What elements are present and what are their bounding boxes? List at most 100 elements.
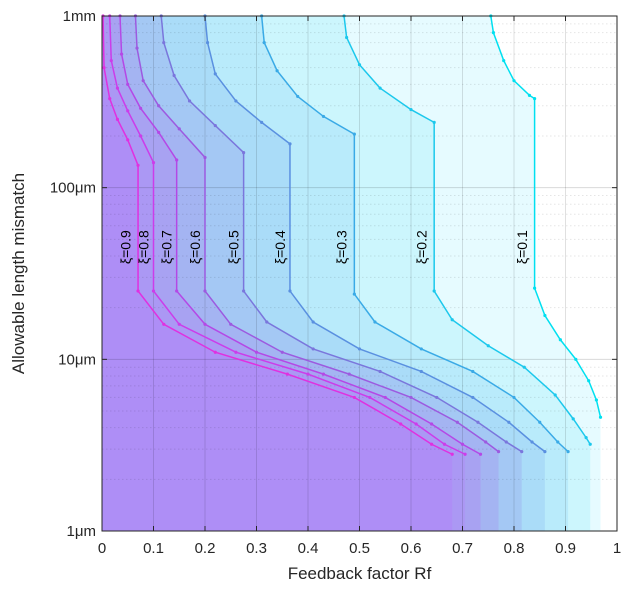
data-point bbox=[430, 422, 434, 426]
y-tick-label: 100μm bbox=[50, 180, 96, 197]
series-lines bbox=[101, 14, 603, 456]
y-tick-label: 10μm bbox=[58, 351, 96, 368]
data-point bbox=[574, 357, 578, 361]
data-point bbox=[151, 160, 156, 165]
fill-regions bbox=[102, 16, 617, 531]
data-point bbox=[213, 72, 217, 76]
data-point bbox=[533, 97, 537, 101]
series-label: ξ=0.6 bbox=[187, 230, 203, 264]
data-point bbox=[311, 347, 315, 351]
data-point bbox=[502, 58, 506, 63]
x-tick-label: 0.4 bbox=[298, 540, 319, 557]
data-point bbox=[491, 31, 495, 35]
series-labels: ξ=0.9 ξ=0.8 ξ=0.7 ξ=0.6 ξ=0.5 ξ=0.4 ξ=0.3 ξ=0.2… bbox=[117, 230, 530, 264]
x-tick-label: 0.2 bbox=[195, 540, 216, 557]
data-point bbox=[262, 40, 266, 45]
data-point bbox=[471, 395, 475, 400]
data-point bbox=[588, 442, 592, 446]
x-tick-label: 0.8 bbox=[504, 540, 525, 557]
y-tick-label: 1mm bbox=[63, 8, 96, 25]
series-label: ξ=0.4 bbox=[272, 230, 288, 264]
data-point bbox=[496, 450, 501, 454]
series-label: ξ=0.2 bbox=[413, 230, 429, 264]
data-point bbox=[102, 66, 106, 70]
data-point bbox=[530, 440, 534, 444]
data-point bbox=[242, 289, 246, 293]
data-point bbox=[265, 320, 269, 324]
data-point bbox=[203, 289, 207, 293]
data-point bbox=[558, 338, 562, 342]
y-axis-label: Allowable length mismatch bbox=[9, 173, 28, 374]
x-tick-label: 0.5 bbox=[349, 540, 370, 557]
data-point bbox=[512, 79, 516, 83]
data-point bbox=[187, 99, 192, 103]
data-point bbox=[368, 395, 372, 400]
data-point bbox=[177, 127, 181, 131]
data-point bbox=[553, 393, 557, 397]
data-point bbox=[409, 107, 413, 112]
data-point bbox=[571, 417, 575, 421]
data-point bbox=[352, 292, 356, 296]
series-label: ξ=0.5 bbox=[225, 230, 241, 264]
data-point bbox=[543, 450, 547, 454]
data-point bbox=[419, 369, 423, 374]
data-point bbox=[486, 344, 490, 348]
series-line-7 bbox=[119, 15, 481, 455]
data-point bbox=[321, 372, 326, 376]
y-tick-label: 1μm bbox=[67, 523, 96, 540]
data-point bbox=[321, 114, 326, 119]
data-point bbox=[115, 86, 120, 90]
data-point bbox=[172, 73, 176, 78]
data-point bbox=[126, 138, 130, 142]
data-point bbox=[157, 130, 161, 134]
data-point bbox=[175, 289, 179, 293]
data-point bbox=[455, 420, 459, 424]
data-point bbox=[108, 97, 112, 101]
data-point bbox=[260, 120, 264, 124]
data-point bbox=[584, 436, 588, 440]
data-point bbox=[135, 46, 139, 50]
data-point bbox=[357, 347, 362, 351]
data-point bbox=[435, 395, 439, 400]
data-point bbox=[115, 117, 120, 121]
data-point bbox=[476, 420, 480, 424]
data-point bbox=[357, 63, 362, 67]
data-point bbox=[533, 286, 537, 290]
data-point bbox=[520, 450, 524, 454]
data-point bbox=[463, 452, 467, 456]
data-point bbox=[213, 350, 217, 354]
data-point bbox=[419, 347, 423, 351]
data-point bbox=[522, 365, 526, 369]
data-point bbox=[352, 132, 356, 136]
data-point bbox=[556, 440, 560, 444]
data-point bbox=[471, 369, 475, 374]
data-point bbox=[205, 40, 210, 45]
series-label: ξ=0.7 bbox=[159, 230, 175, 264]
series-line-5 bbox=[160, 15, 523, 453]
data-point bbox=[409, 395, 413, 400]
data-point bbox=[280, 350, 284, 354]
data-point bbox=[512, 395, 516, 400]
data-point bbox=[373, 320, 377, 324]
data-point bbox=[296, 94, 300, 99]
data-point bbox=[484, 440, 488, 444]
series-label: ξ=0.9 bbox=[117, 230, 133, 264]
data-point bbox=[598, 415, 603, 419]
data-point bbox=[414, 422, 418, 426]
data-point bbox=[311, 320, 315, 324]
data-point bbox=[378, 86, 382, 90]
data-point bbox=[352, 395, 356, 400]
data-point bbox=[139, 134, 143, 138]
data-point bbox=[119, 52, 124, 56]
series-line-2 bbox=[343, 15, 591, 445]
data-point bbox=[460, 442, 465, 446]
data-point bbox=[229, 322, 233, 326]
data-point bbox=[126, 82, 130, 86]
data-point bbox=[594, 398, 599, 402]
series-label: ξ=0.3 bbox=[334, 230, 350, 264]
data-point bbox=[587, 379, 591, 383]
data-point bbox=[285, 372, 289, 376]
data-point bbox=[288, 142, 292, 146]
x-tick-label: 0.3 bbox=[246, 540, 267, 557]
